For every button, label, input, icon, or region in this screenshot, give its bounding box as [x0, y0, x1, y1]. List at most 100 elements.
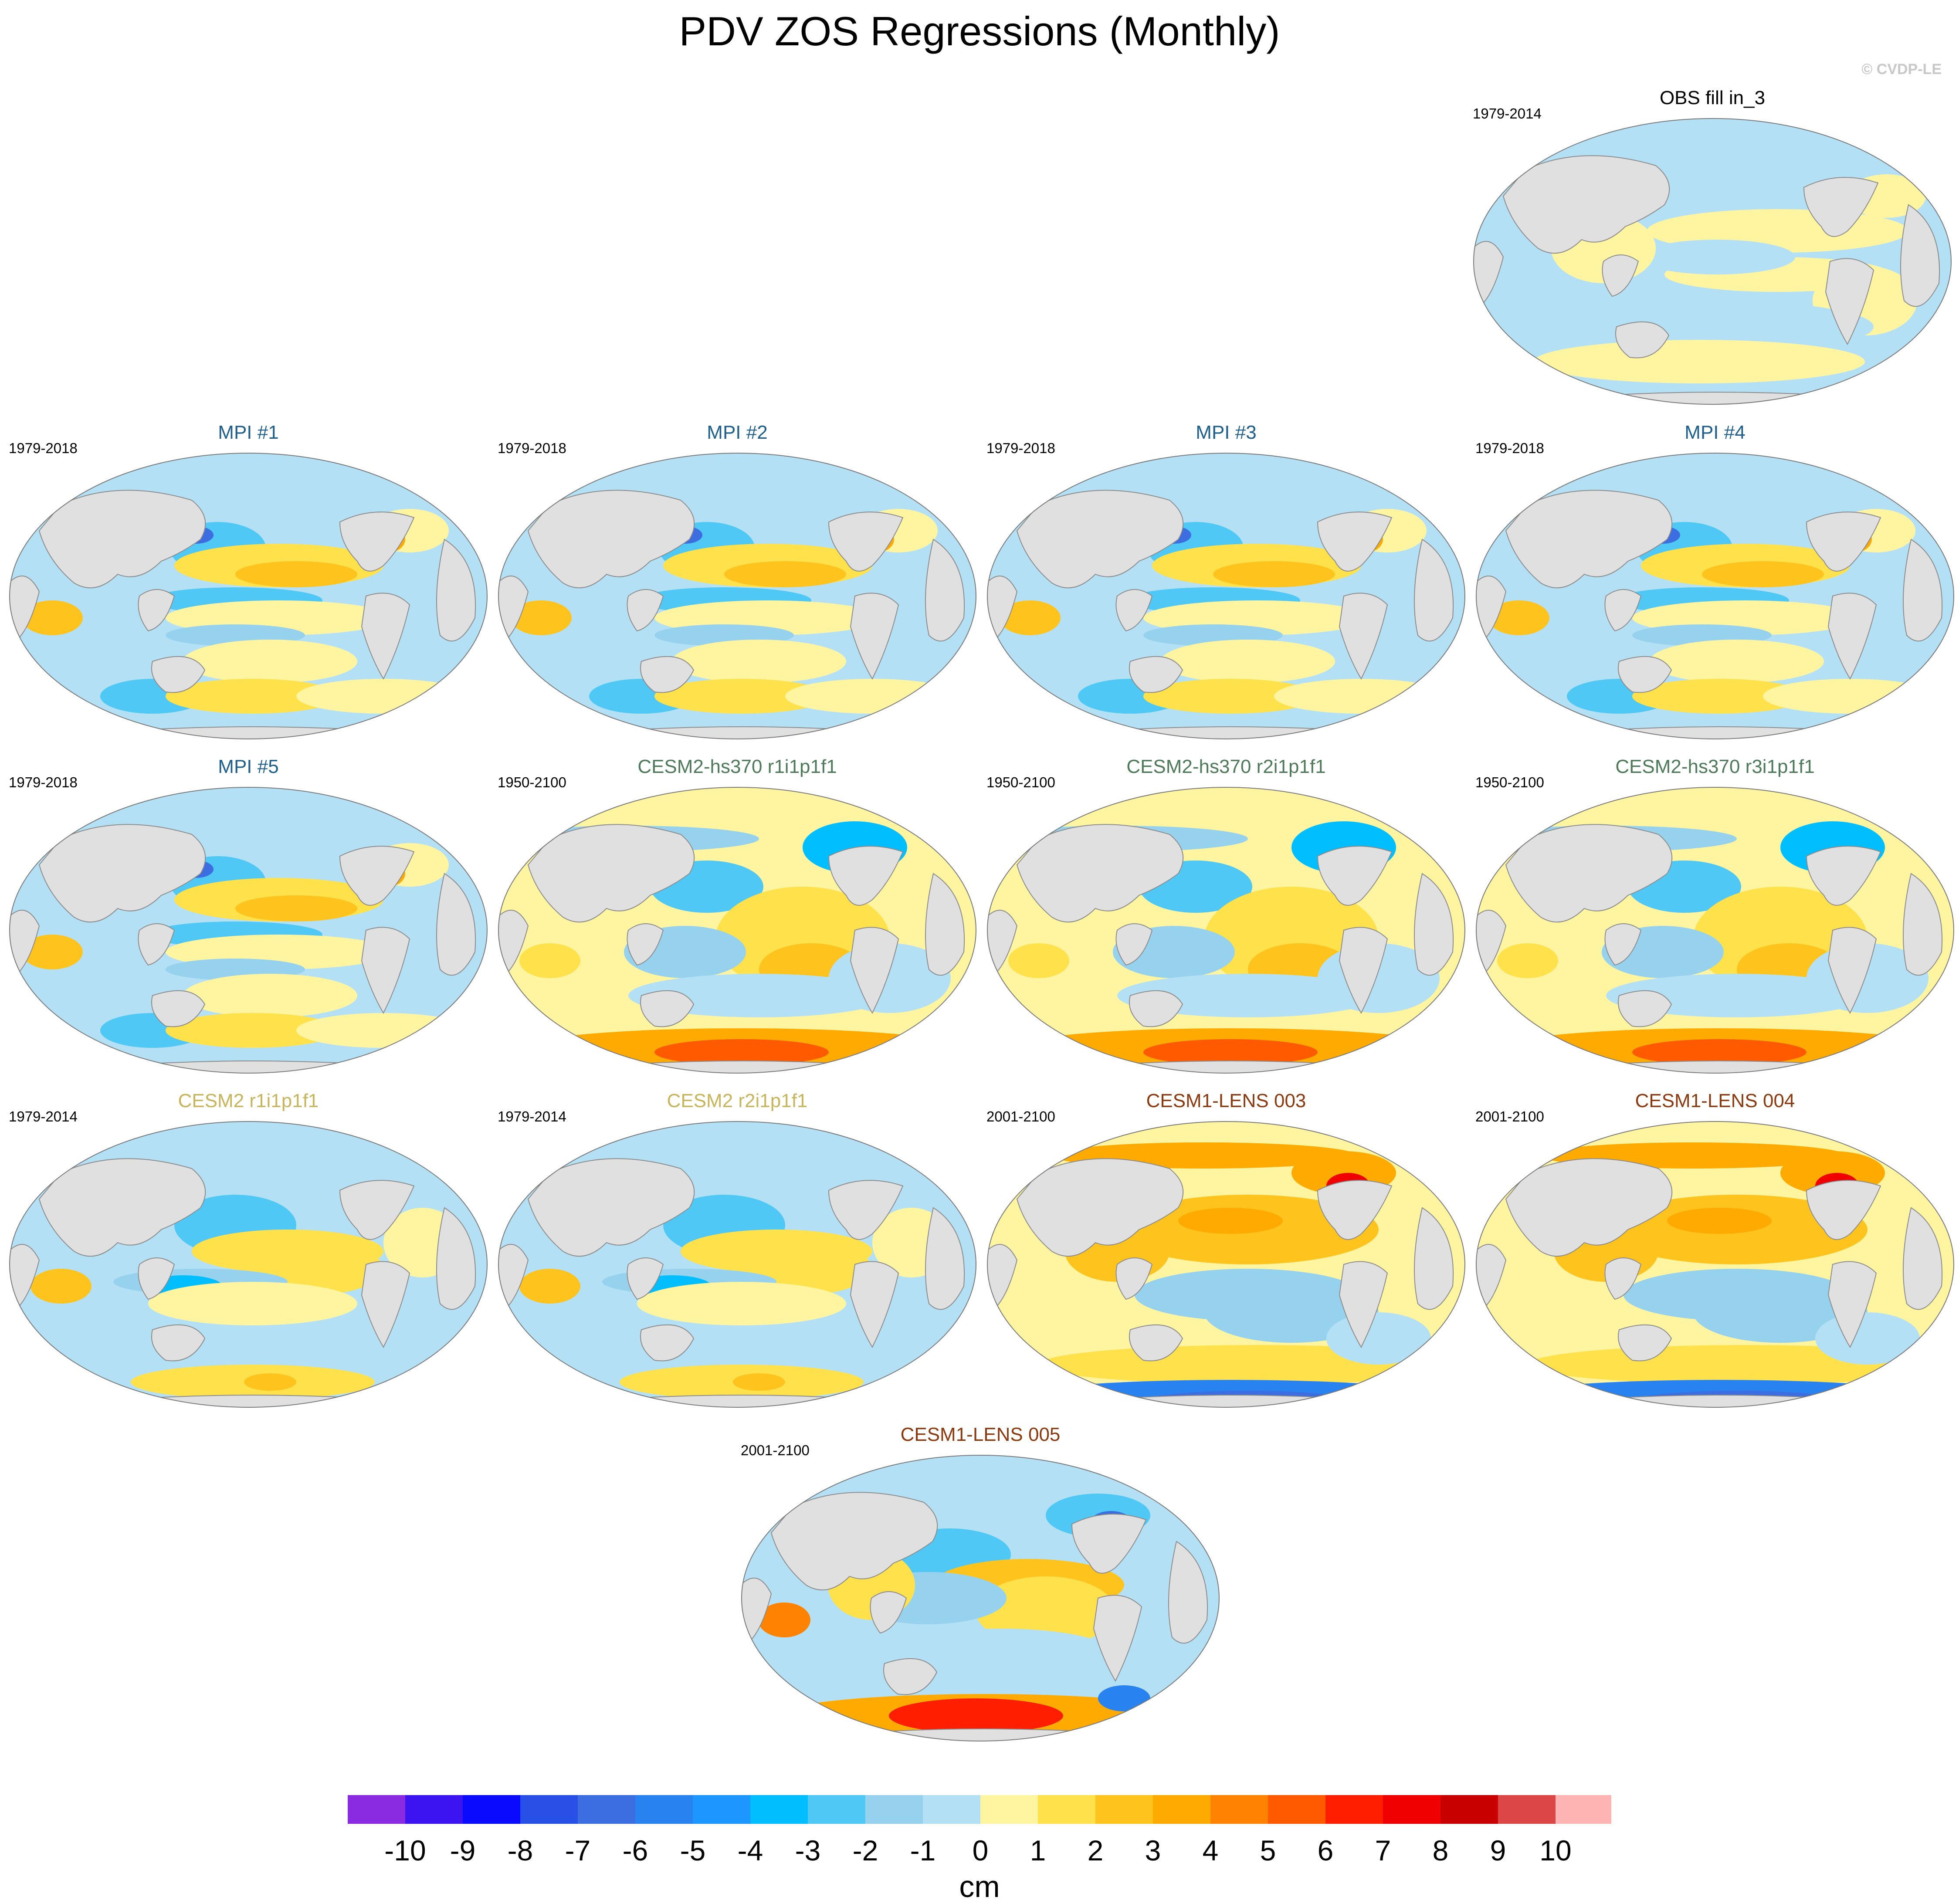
- regression-map: [498, 1121, 976, 1408]
- panel-title: MPI #5: [218, 756, 279, 777]
- land-mass: [361, 1261, 410, 1348]
- colorbar-swatch: [520, 1795, 578, 1824]
- regression-map: [1476, 453, 1954, 739]
- colorbar-swatch: [750, 1795, 808, 1824]
- land-mass: [527, 824, 695, 923]
- land-mass: [1827, 593, 1877, 680]
- regression-contour: [148, 1282, 357, 1325]
- land-mass: [69, 726, 436, 739]
- panel-title: CESM2-hs370 r2i1p1f1: [1126, 756, 1326, 777]
- map-outline: [498, 453, 976, 739]
- land-mass: [558, 1060, 925, 1073]
- colorbar-swatch: [808, 1795, 865, 1824]
- map-panel: MPI #5 1979-2018: [9, 756, 488, 1074]
- land-mass: [1505, 490, 1673, 589]
- regression-contour: [1117, 974, 1379, 1017]
- colorbar-swatch: [1268, 1795, 1325, 1824]
- land-mass: [38, 824, 206, 923]
- colorbar-unit: cm: [959, 1870, 1000, 1904]
- regression-contour: [733, 1373, 785, 1391]
- land-mass: [1903, 873, 1943, 976]
- map-outline: [498, 1121, 976, 1408]
- regression-contour: [1632, 679, 1806, 714]
- map-panel: MPI #2 1979-2018: [498, 422, 977, 740]
- panel-period: 1950-2100: [1475, 774, 1544, 790]
- land-mass: [1339, 927, 1388, 1014]
- colorbar-tick-label: 4: [1203, 1834, 1219, 1867]
- panel-period: 1979-2014: [1473, 105, 1542, 122]
- map-panel: CESM1-LENS 004 2001-2100: [1475, 1090, 1955, 1408]
- regression-contour: [31, 1269, 92, 1304]
- land-mass: [1602, 254, 1639, 297]
- land-mass: [1903, 539, 1943, 642]
- land-mass: [1806, 846, 1881, 906]
- panel-title: CESM1-LENS 005: [900, 1424, 1061, 1445]
- land-mass: [1604, 1257, 1642, 1300]
- map-outline: [987, 453, 1465, 739]
- regression-map: [9, 453, 488, 739]
- land-mass: [558, 726, 925, 739]
- regression-contour: [166, 679, 340, 714]
- land-mass: [436, 539, 476, 642]
- regression-contour: [235, 561, 357, 587]
- land-mass: [436, 1207, 476, 1310]
- regression-map: [741, 1455, 1220, 1741]
- land-mass: [828, 512, 904, 572]
- panel-period: 1979-2018: [1475, 440, 1544, 456]
- regression-contour: [637, 1282, 846, 1325]
- land-mass: [38, 1158, 206, 1257]
- colorbar-tick-label: 5: [1260, 1834, 1276, 1867]
- regression-contour: [1815, 1312, 1920, 1365]
- land-mass: [1604, 589, 1642, 632]
- regression-contour: [1143, 679, 1318, 714]
- land-mass: [1618, 1324, 1672, 1362]
- land-mass: [1803, 177, 1879, 237]
- panel-period: 2001-2100: [741, 1442, 810, 1458]
- regression-contour: [976, 1576, 1115, 1646]
- regression-contour: [183, 974, 357, 1017]
- regression-map: [1473, 118, 1952, 405]
- panel-period: 2001-2100: [1475, 1108, 1544, 1125]
- panel-title: CESM2-hs370 r3i1p1f1: [1615, 756, 1815, 777]
- land-mass: [138, 589, 175, 632]
- regression-contour: [628, 974, 890, 1017]
- land-mass: [925, 539, 965, 642]
- panel-period: 2001-2100: [986, 1108, 1055, 1125]
- regression-contour: [519, 1269, 580, 1304]
- map-panel: CESM1-LENS 005 2001-2100: [741, 1424, 1220, 1742]
- land-mass: [1618, 656, 1672, 693]
- land-mass: [69, 1060, 436, 1073]
- map-panel: MPI #4 1979-2018: [1475, 422, 1955, 740]
- regression-contour: [1274, 679, 1448, 714]
- colorbar-swatch: [578, 1795, 635, 1824]
- land-mass: [801, 1728, 1168, 1741]
- panel-title: CESM2-hs370 r1i1p1f1: [637, 756, 837, 777]
- land-mass: [1129, 1324, 1183, 1362]
- land-mass: [527, 1158, 695, 1257]
- land-mass: [1414, 1207, 1454, 1310]
- regression-contour: [235, 895, 357, 922]
- land-mass: [1016, 824, 1184, 923]
- land-mass: [1615, 321, 1670, 359]
- land-mass: [1827, 1261, 1877, 1348]
- regression-map: [9, 1121, 488, 1408]
- colorbar-swatch: [1498, 1795, 1556, 1824]
- colorbar-swatch: [980, 1795, 1038, 1824]
- colorbar-tick-label: -1: [910, 1834, 936, 1867]
- colorbar-swatch: [348, 1795, 405, 1824]
- regression-contour: [724, 561, 846, 587]
- colorbar-tick-label: -9: [450, 1834, 476, 1867]
- regression-contour: [1161, 640, 1335, 683]
- colorbar-tick-label: -8: [508, 1834, 533, 1867]
- regression-map: [987, 1121, 1465, 1408]
- land-mass: [850, 1261, 899, 1348]
- land-mass: [1317, 512, 1393, 572]
- colorbar-swatch: [1556, 1795, 1611, 1824]
- colorbar-tick-label: -10: [384, 1834, 426, 1867]
- regression-map: [498, 453, 976, 739]
- regression-contour: [519, 943, 580, 978]
- colorbar-swatch: [405, 1795, 463, 1824]
- map-outline: [1476, 1121, 1954, 1408]
- map-panel: CESM2-hs370 r2i1p1f1 1950-2100: [986, 756, 1466, 1074]
- regression-contour: [1098, 1685, 1150, 1711]
